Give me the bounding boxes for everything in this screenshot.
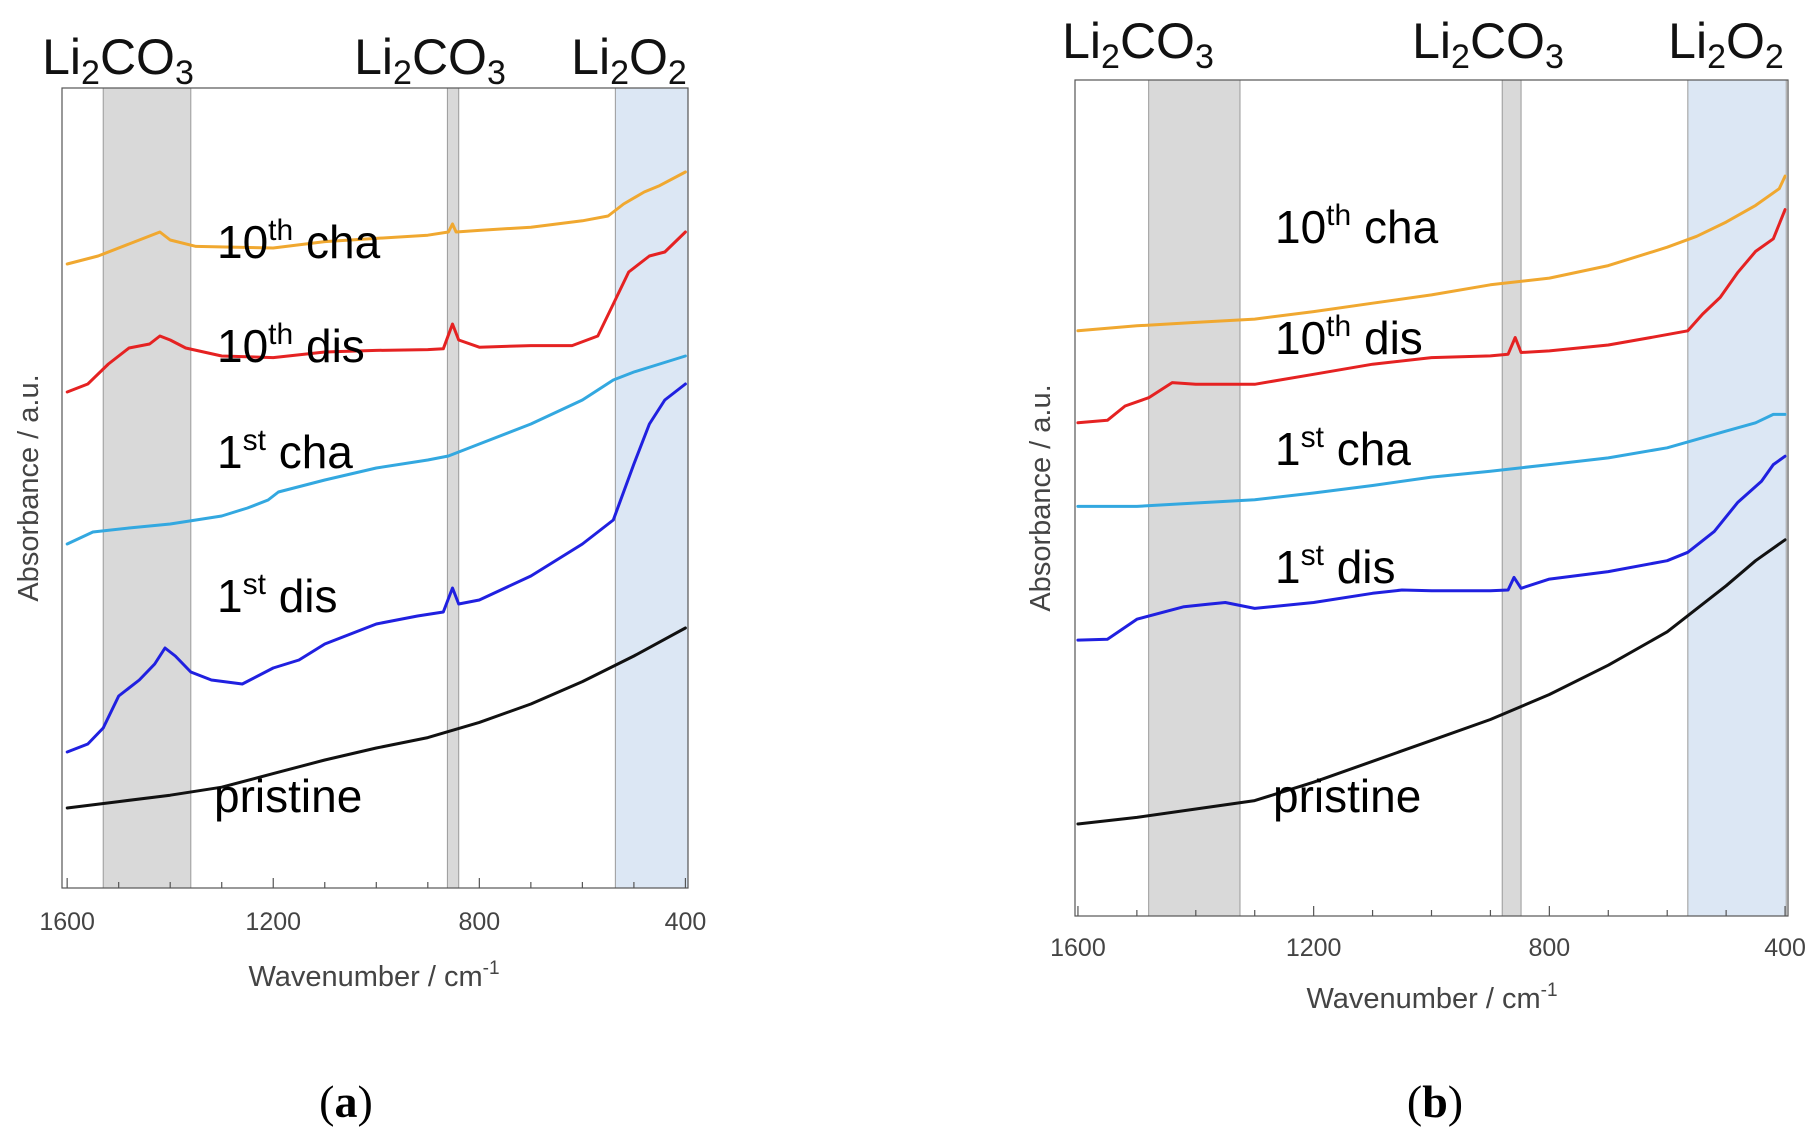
panel-b-x-axis-title: Wavenumber / cm-1 [1306, 980, 1557, 1015]
panel-b-x-tick-label-800: 800 [1528, 934, 1570, 962]
panel-b-caption: (b) [1407, 1076, 1463, 1127]
panel-b-series-pristine [1076, 538, 1787, 826]
panel-b-band-2 [1687, 79, 1787, 917]
panel-b-label-1st-dis: 1st dis [1275, 539, 1396, 593]
panel-a-series-pristine [65, 626, 687, 810]
panel-b-x-tick-label-1200: 1200 [1286, 934, 1342, 962]
panel-b-band-label-li2co3-mid: Li2CO3 [1412, 13, 1564, 76]
panel-a-series-10th-cha [65, 170, 687, 266]
panel-a-label-10th-cha: 10th cha [217, 214, 381, 268]
panel-b-chart: 1600 1200 800 400 Li2CO3 Li2CO3 Li2O2 10th … [1025, 13, 1806, 1127]
panel-b-y-axis-title: Absorbance / a.u. [1025, 384, 1057, 611]
panel-a-y-axis-title: Absorbance / a.u. [13, 374, 45, 601]
panel-a-band-0 [102, 87, 192, 889]
panel-b-series-10th-cha [1076, 174, 1787, 333]
panel-a-plot-frame [61, 87, 689, 889]
panel-a-series-1st-dis [65, 382, 687, 754]
panel-b-label-10th-dis: 10th dis [1275, 310, 1423, 364]
panel-b-x-tick-label-400: 400 [1764, 934, 1806, 962]
panel-a-label-1st-dis: 1st dis [217, 568, 338, 622]
panel-a-series-10th-dis [65, 230, 687, 394]
panel-a-x-ticks: 1600 1200 800 400 [39, 878, 706, 936]
panel-b-band-label-li2o2: Li2O2 [1668, 13, 1784, 76]
panel-a-x-tick-label-400: 400 [665, 908, 707, 936]
panel-a-label-pristine: pristine [214, 770, 362, 822]
panel-a-band-2 [614, 87, 689, 889]
panel-a-band-label-li2co3-mid: Li2CO3 [354, 29, 506, 92]
panel-b-band-layer [1148, 79, 1787, 917]
panel-b-band-label-li2co3-left: Li2CO3 [1062, 13, 1214, 76]
panel-a-band-1 [446, 87, 460, 889]
panel-a-band-label-li2o2: Li2O2 [571, 29, 687, 92]
panel-a-x-tick-label-1200: 1200 [245, 908, 301, 936]
panel-b-x-tick-label-1600: 1600 [1050, 934, 1106, 962]
panel-b-series-layer [1076, 174, 1787, 826]
panel-b-label-10th-cha: 10th cha [1275, 199, 1439, 253]
panel-b-label-pristine: pristine [1273, 770, 1421, 822]
panel-b-band-1 [1501, 79, 1522, 917]
panel-a-label-10th-dis: 10th dis [217, 318, 365, 372]
panel-b-x-ticks: 1600 1200 800 400 [1050, 906, 1806, 962]
panel-b-band-0 [1148, 79, 1241, 917]
panel-a-chart: 1600 1200 800 400 Li2CO3 Li2CO3 Li2O2 10th … [13, 29, 706, 1127]
panel-b-series-10th-dis [1076, 208, 1787, 425]
panel-b-series-1st-cha [1076, 412, 1787, 508]
panel-a-x-axis-title: Wavenumber / cm-1 [248, 958, 499, 993]
panel-a-series-layer [65, 170, 687, 810]
panel-b-series-1st-dis [1076, 454, 1787, 642]
panel-a-x-tick-label-1600: 1600 [39, 908, 95, 936]
panel-b-label-1st-cha: 1st cha [1275, 421, 1411, 475]
panel-a-series-1st-cha [65, 354, 687, 546]
panel-a-band-label-li2co3-left: Li2CO3 [42, 29, 194, 92]
panel-a-label-1st-cha: 1st cha [217, 424, 353, 478]
panel-a-band-layer [102, 87, 689, 889]
panel-a-x-tick-label-800: 800 [458, 908, 500, 936]
panel-a-caption: (a) [319, 1076, 373, 1127]
